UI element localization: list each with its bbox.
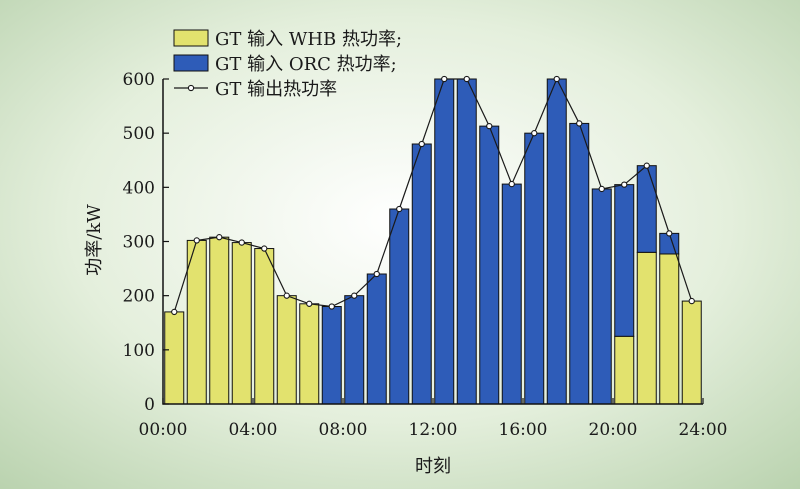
x-axis-label: 时刻 bbox=[415, 456, 451, 477]
bar-whb-23 bbox=[659, 253, 680, 405]
x-tick-label: 16:00 bbox=[499, 420, 548, 440]
x-tick-label: 04:00 bbox=[229, 420, 278, 440]
bar-orc-15 bbox=[479, 125, 500, 405]
legend-label-2: GT 输出热功率 bbox=[215, 79, 337, 100]
bar-orc-12 bbox=[411, 143, 432, 405]
bar-whb-22 bbox=[636, 251, 657, 405]
y-tick-label: 300 bbox=[123, 233, 155, 253]
output-point-10 bbox=[373, 270, 380, 278]
bar-orc-18 bbox=[546, 78, 567, 405]
bar-orc-14 bbox=[456, 78, 477, 405]
output-point-3 bbox=[216, 234, 223, 241]
output-point-24 bbox=[688, 297, 695, 305]
bar-whb-6 bbox=[276, 295, 297, 405]
bar-whb-1 bbox=[164, 311, 185, 405]
output-point-2 bbox=[193, 237, 200, 244]
y-tick-label: 200 bbox=[123, 287, 155, 307]
output-point-18 bbox=[553, 75, 560, 83]
line-layer bbox=[171, 75, 695, 316]
bars-layer bbox=[164, 78, 702, 405]
x-tick-label: 00:00 bbox=[139, 420, 188, 440]
output-point-11 bbox=[396, 205, 403, 213]
bar-orc-22 bbox=[636, 165, 657, 253]
output-point-13 bbox=[441, 75, 448, 83]
x-tick-label: 20:00 bbox=[589, 420, 638, 440]
x-tick-label: 24:00 bbox=[679, 420, 728, 440]
bar-orc-13 bbox=[434, 78, 455, 405]
bar-orc-11 bbox=[389, 208, 410, 405]
legend-label-1: GT 输入 ORC 热功率; bbox=[215, 54, 397, 75]
output-point-21 bbox=[621, 181, 628, 188]
output-point-14 bbox=[463, 75, 470, 83]
x-tick-label: 08:00 bbox=[319, 420, 368, 440]
bar-whb-2 bbox=[186, 239, 207, 405]
bar-orc-20 bbox=[591, 188, 612, 405]
bar-orc-17 bbox=[524, 132, 545, 405]
output-point-23 bbox=[666, 230, 673, 237]
y-tick-label: 100 bbox=[123, 341, 155, 361]
legend-marker bbox=[187, 84, 195, 92]
bar-orc-21 bbox=[614, 184, 635, 337]
output-point-6 bbox=[283, 292, 290, 299]
bar-orc-16 bbox=[501, 183, 522, 405]
y-tick-label: 0 bbox=[144, 395, 155, 415]
output-point-20 bbox=[598, 185, 605, 193]
legend: GT 输入 WHB 热功率; GT 输入 ORC 热功率; GT 输出热功率 bbox=[173, 29, 402, 100]
axes-layer: 0 100 200 300 400 500 600 00:00 04:00 08:00 12:00 1… bbox=[123, 70, 728, 440]
bar-orc-19 bbox=[569, 122, 590, 405]
y-tick-label: 600 bbox=[123, 70, 155, 90]
bar-whb-5 bbox=[254, 248, 275, 405]
x-tick-label: 12:00 bbox=[409, 420, 458, 440]
y-tick-label: 500 bbox=[123, 124, 155, 144]
output-point-19 bbox=[576, 120, 583, 127]
bar-whb-7 bbox=[299, 303, 320, 405]
output-point-7 bbox=[306, 300, 313, 307]
bar-whb-4 bbox=[231, 242, 252, 405]
output-point-8 bbox=[328, 303, 335, 310]
y-axis-label: 功率/kW bbox=[84, 204, 105, 276]
output-point-16 bbox=[508, 180, 515, 188]
bar-orc-9 bbox=[344, 295, 365, 405]
output-line bbox=[173, 77, 693, 313]
y-tick-label: 400 bbox=[123, 178, 155, 198]
bar-orc-8 bbox=[321, 306, 342, 405]
bar-whb-21 bbox=[614, 335, 635, 405]
bar-orc-10 bbox=[366, 273, 387, 405]
output-point-12 bbox=[418, 140, 425, 148]
legend-swatch-0 bbox=[173, 29, 209, 47]
output-point-4 bbox=[238, 239, 245, 246]
output-point-9 bbox=[351, 292, 358, 299]
output-point-5 bbox=[261, 245, 268, 252]
output-point-15 bbox=[486, 122, 493, 130]
output-point-17 bbox=[531, 130, 538, 137]
legend-label-0: GT 输入 WHB 热功率; bbox=[215, 29, 402, 50]
output-point-22 bbox=[643, 162, 650, 169]
bar-whb-24 bbox=[681, 300, 702, 405]
legend-swatch-1 bbox=[173, 54, 209, 72]
bar-whb-3 bbox=[209, 236, 230, 405]
output-point-1 bbox=[171, 308, 178, 316]
